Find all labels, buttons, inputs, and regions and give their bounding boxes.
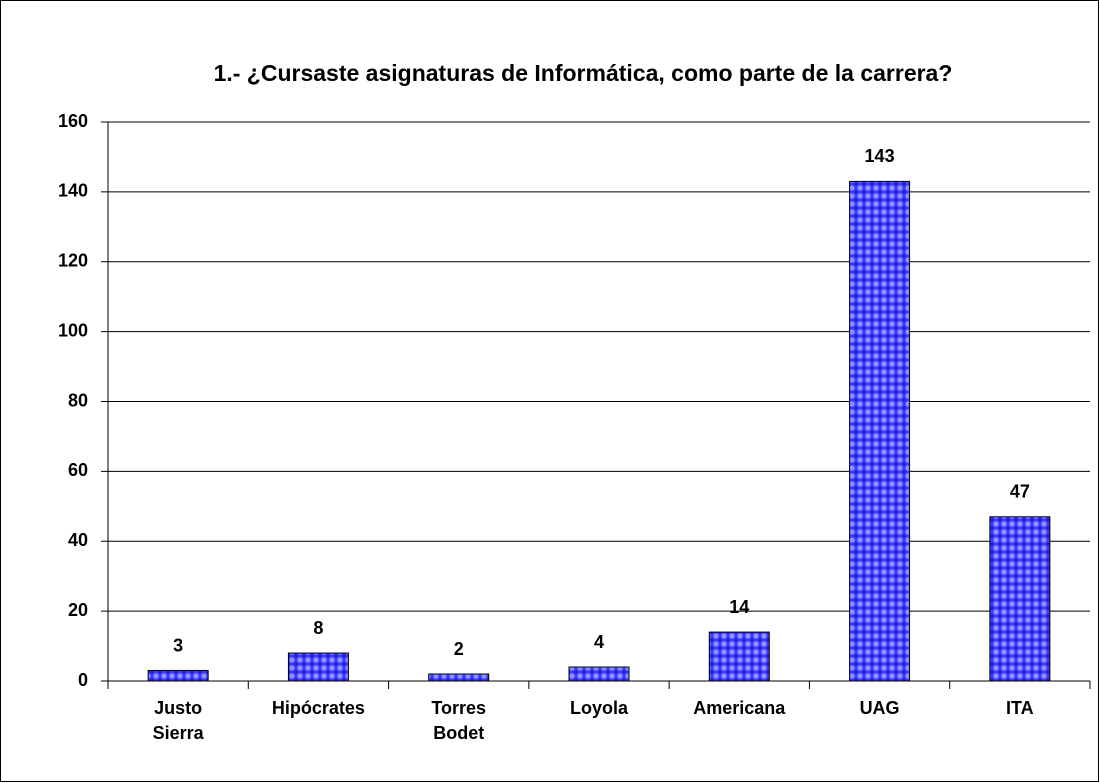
y-tick-label: 20 [68, 600, 88, 620]
value-label: 4 [594, 632, 604, 652]
y-tick-label: 160 [58, 111, 88, 131]
value-label: 143 [865, 146, 895, 166]
x-tick-label: Americana [693, 698, 786, 718]
y-tick-label: 140 [58, 181, 88, 201]
y-tick-label: 0 [78, 670, 88, 690]
chart-title: 1.- ¿Cursaste asignaturas de Informática… [214, 60, 953, 86]
x-tick-label: Hipócrates [271, 698, 365, 718]
x-tick-label: Justo Sierra [152, 698, 204, 743]
bar [428, 673, 490, 682]
y-tick-label: 60 [68, 460, 88, 480]
bar [568, 666, 630, 682]
x-tick-label: ITA [1006, 698, 1034, 718]
x-tick-label: Torres Bodet [431, 698, 487, 743]
x-tick-label: Loyola [569, 698, 629, 718]
value-label: 2 [454, 639, 464, 659]
y-tick-label: 100 [58, 320, 88, 340]
bar [708, 631, 770, 682]
x-tick-label: UAG [859, 698, 900, 718]
value-label: 3 [173, 635, 183, 655]
value-label: 47 [1010, 482, 1030, 502]
bar [989, 516, 1051, 682]
y-tick-label: 40 [68, 530, 88, 550]
value-label: 14 [729, 597, 749, 617]
bar [287, 652, 349, 682]
bar [147, 670, 209, 682]
y-tick-label: 80 [68, 390, 88, 410]
y-tick-label: 120 [58, 251, 88, 271]
bar [849, 180, 911, 682]
value-label: 8 [313, 618, 323, 638]
